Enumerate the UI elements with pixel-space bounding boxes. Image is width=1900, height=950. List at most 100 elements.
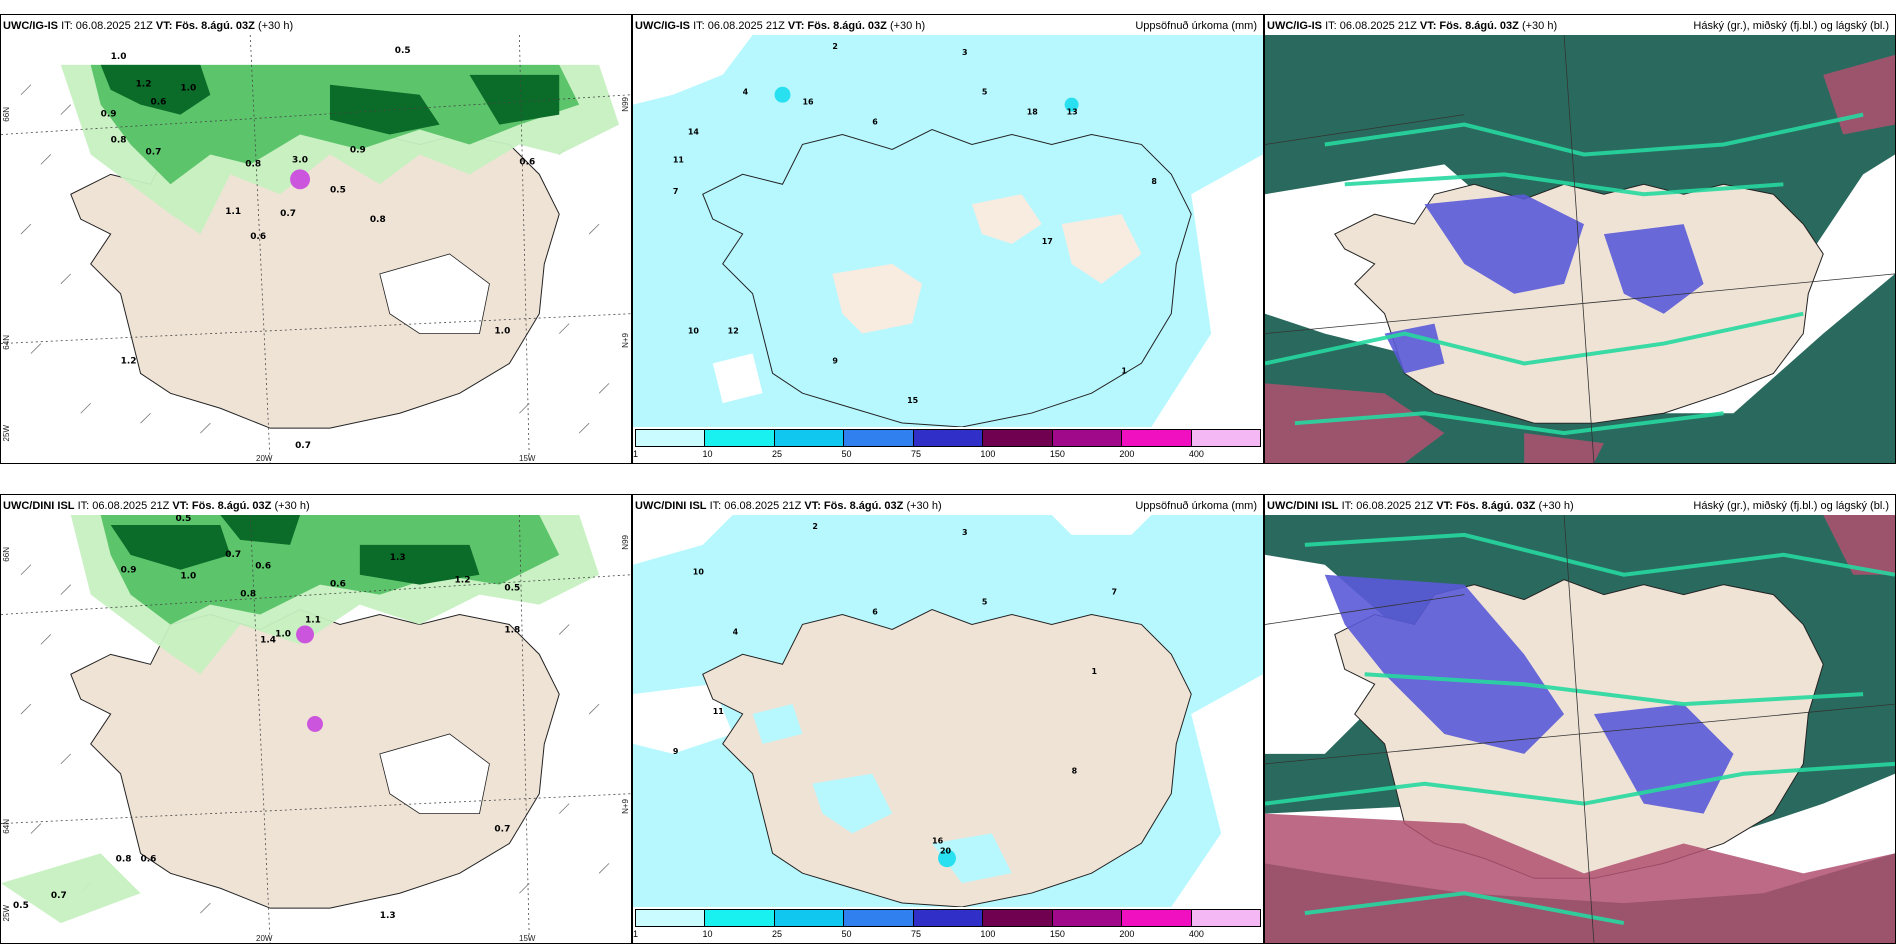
product-title: Háský (gr.), miðský (fj.bl.) og lágský (… [1693,20,1889,32]
accum-value-label: 18 [1027,108,1039,117]
accum-heavy-spot [1064,97,1079,112]
precip-value-label: 1.1 [305,616,321,626]
accum-map: 2 3 4 5 6 7 14 11 16 18 13 12 10 9 17 15… [633,35,1263,427]
glacier-patch [379,733,490,815]
precip-value-label: 0.8 [240,590,256,600]
precip-value-label: 1.0 [180,84,196,94]
lead-time: (+30 h) [257,20,294,32]
lead-time: (+30 h) [906,500,942,512]
colorbar-label: 150 [1049,929,1065,939]
precip-value-label: 0.6 [141,854,157,864]
precip-value-label: 3.0 [292,155,308,165]
accum-value-label: 3 [962,528,968,537]
lat-label-right-lower: N+9 [621,333,630,348]
colorbar-label: 75 [910,449,921,459]
colorbar-label: 75 [910,929,921,939]
colorbar-label: 1 [633,449,639,459]
colorbar-swatch [983,910,1053,926]
colorbar-label: 25 [771,929,782,939]
colorbar-swatch [844,430,914,446]
precip-dark-area [110,515,480,585]
lon-label-20w: 20W [256,454,273,463]
panel-header: UWC/DINI ISL IT: 06.08.2025 21Z VT: Fös.… [635,497,1259,515]
lat-label-64n: 64N [2,335,11,350]
colorbar-swatches [635,909,1261,927]
colorbar-swatch [1191,910,1260,926]
precip-value-labels: 1.0 1.2 1.0 0.9 0.8 0.7 0.6 0.5 3.0 0.8 … [101,46,536,451]
accum-value-label: 16 [802,98,814,107]
init-time: IT: 06.08.2025 21Z [77,500,170,512]
colorbar-swatch [705,430,775,446]
lead-time: (+30 h) [274,500,310,512]
panel-precip-top: UWC/IG-IS IT: 06.08.2025 21Z VT: Fös. 8.… [0,14,632,464]
precip-value-label: 1.3 [380,911,396,921]
precip-value-label: 0.9 [101,110,117,120]
accum-map: 2 3 4 5 6 1 10 9 11 7 8 16 20 [633,515,1263,907]
precip-dark-area [100,64,560,135]
lon-label-15w: 15W [519,454,536,463]
colorbar-swatch [636,910,706,926]
accum-value-label: 9 [832,356,838,365]
precip-value-label: 0.9 [350,145,366,155]
wet-patches [752,704,1012,884]
lead-time: (+30 h) [889,20,926,32]
map-svg: 2 3 4 5 6 7 14 11 16 18 13 12 10 9 17 15… [633,35,1263,427]
accum-value-label: 4 [733,627,739,636]
cloud-edge-contours [1265,112,1864,436]
grid-lon [249,35,530,463]
accum-value-label: 8 [1072,767,1078,776]
white-areas [633,515,1263,907]
accum-value-label: 2 [832,42,838,51]
precip-value-label: 0.7 [494,825,510,835]
map-svg: 1.0 1.2 1.0 0.9 0.8 0.7 0.6 0.5 3.0 0.8 … [1,35,631,463]
accum-value-label: 8 [1151,177,1157,186]
colorbar-swatch [913,910,984,926]
precip-value-label: 1.2 [455,576,471,586]
precip-value-label: 1.2 [121,356,137,366]
panel-precip-bottom: UWC/DINI ISL IT: 06.08.2025 21Z VT: Fös.… [0,494,632,944]
lat-label-66n: 66N [2,107,11,122]
colorbar-swatch [1052,430,1123,446]
white-areas [633,35,1263,427]
precip-value-label: 1.3 [390,553,406,563]
lon-label-20w: 20W [256,934,273,943]
accum-value-labels: 2 3 4 5 6 7 14 11 16 18 13 12 10 9 17 15… [673,42,1157,405]
lon-label-15w: 15W [519,934,536,943]
colorbar-swatch [913,430,984,446]
accum-value-label: 6 [872,118,878,127]
precip-value-label: 0.6 [519,157,535,167]
lead-time: (+30 h) [1521,20,1558,32]
panel-header: UWC/DINI ISL IT: 06.08.2025 21Z VT: Fös.… [1267,497,1891,515]
precip-value-label: 0.8 [111,136,127,146]
colorbar-label: 50 [841,449,852,459]
product-title: Uppsöfnuð úrkoma (mm) [1135,500,1257,512]
cloud-edge-contours [1265,532,1895,926]
accum-value-label: 12 [728,326,739,335]
precip-value-label: 0.5 [330,185,346,195]
accum-value-label: 11 [673,155,684,164]
precip-value-label: 1.0 [275,629,291,639]
panel-clouds-top: UWC/IG-IS IT: 06.08.2025 21Z VT: Fös. 8.… [1264,14,1896,464]
init-time: IT: 06.08.2025 21Z [709,500,802,512]
map-svg: 0.5 1.0 0.7 0.6 0.9 1.3 0.8 1.1 0.6 1.4 … [1,515,631,943]
precip-value-label: 0.8 [116,854,132,864]
land-dry-patches [832,194,1142,334]
precip-value-label: 1.4 [260,635,276,645]
precip-value-label: 1.2 [136,80,152,90]
accum-value-label: 14 [688,127,700,136]
valid-time: VT: Fös. 8.ágú. 03Z [1436,500,1536,512]
projection-lines [1265,35,1895,463]
lat-label-64n: 64N [2,819,11,834]
precip-value-label: 0.5 [175,515,191,524]
panel-accum-bottom: UWC/DINI ISL IT: 06.08.2025 21Z VT: Fös.… [632,494,1264,944]
accum-value-label: 11 [713,707,724,716]
accum-value-label: 10 [693,568,705,577]
accum-value-labels: 2 3 4 5 6 1 10 9 11 7 8 16 20 [673,522,1117,855]
model-name: UWC/DINI ISL [3,500,75,512]
grid-lat [1,94,631,344]
cloud-cover-map [1265,35,1895,463]
colorbar-label: 10 [702,449,713,459]
model-name: UWC/IG-IS [3,20,58,32]
map-svg [1265,515,1895,943]
colorbar-label: 50 [841,929,852,939]
